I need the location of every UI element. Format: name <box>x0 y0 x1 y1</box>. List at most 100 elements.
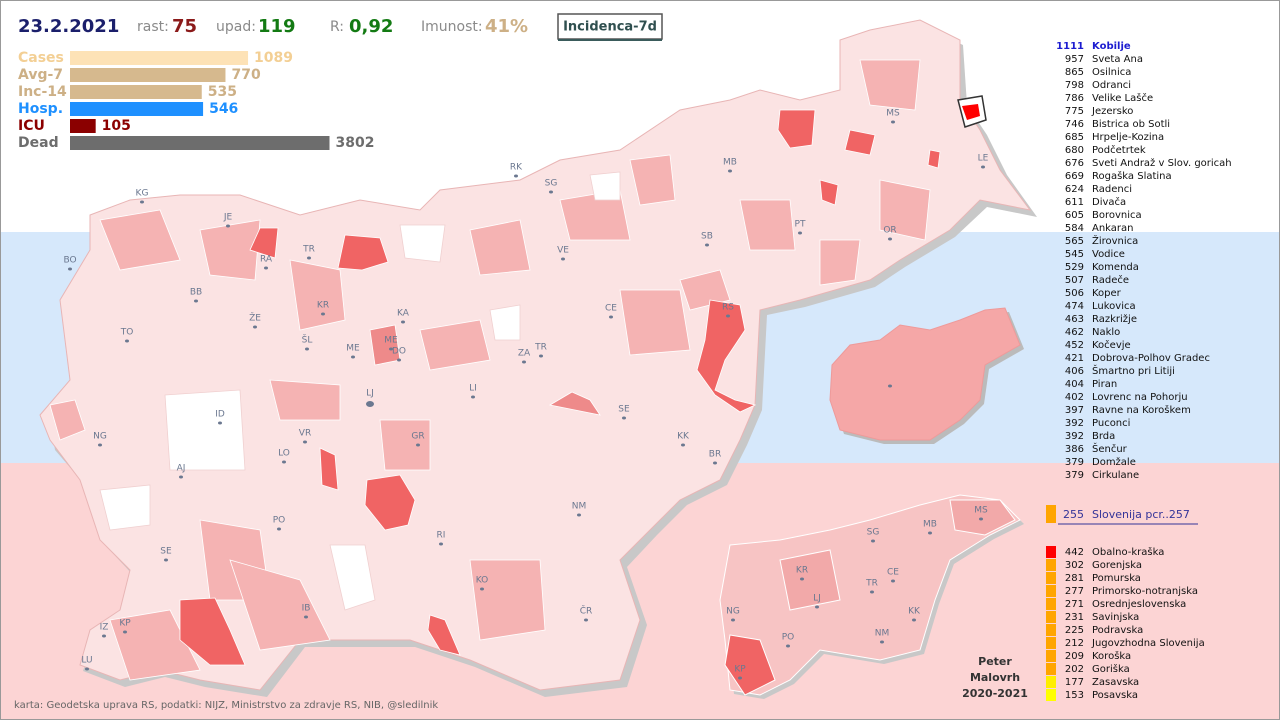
rank-name: Borovnica <box>1092 210 1142 221</box>
region-map-dot <box>912 618 916 622</box>
region-map <box>719 494 1024 699</box>
mode-button-frame[interactable] <box>557 13 663 40</box>
region-map-label: KK <box>908 607 921 617</box>
municipality-dot <box>389 347 393 351</box>
municipality-label: ŽE <box>249 312 261 324</box>
municipality-dot <box>416 443 420 447</box>
rank-name: Dobrova-Polhov Gradec <box>1092 353 1210 364</box>
rank-name: Radenci <box>1092 184 1132 195</box>
mode-button[interactable]: Incidenca-7d <box>563 20 657 35</box>
municipality-label: NM <box>572 502 587 512</box>
region-swatch <box>1046 559 1056 571</box>
municipality-dot <box>584 618 588 622</box>
slovenia-outline <box>39 19 1032 691</box>
municipality-dot <box>351 355 355 359</box>
rank-value: 406 <box>1065 366 1084 377</box>
rank-name: Velike Lašče <box>1092 92 1153 104</box>
municipality-label: ČR <box>580 605 593 617</box>
rank-name: Rogaška Slatina <box>1092 170 1172 182</box>
region-name: Posavska <box>1092 690 1138 701</box>
region-swatch <box>1046 572 1056 584</box>
region-value: 277 <box>1065 586 1084 597</box>
rank-name: Osilnica <box>1092 67 1131 78</box>
rank-value: 507 <box>1065 275 1084 286</box>
municipality-dot <box>98 443 102 447</box>
municipality-dot <box>981 165 985 169</box>
municipality-label: ŠL <box>302 334 313 346</box>
municipality-label: KR <box>317 301 329 311</box>
rank-value: 775 <box>1065 106 1084 117</box>
municipality-label: RK <box>510 163 523 173</box>
rank-name: Sveti Andraž v Slov. goricah <box>1092 157 1232 169</box>
municipality-label: RS <box>722 303 734 313</box>
municipality-dot <box>561 257 565 261</box>
municipality-label: TO <box>120 328 134 338</box>
municipality-label: LO <box>278 449 290 459</box>
municipality-dot <box>439 542 443 546</box>
rank-value: 957 <box>1065 54 1084 65</box>
region-map-label: LJ <box>813 594 821 604</box>
municipality-label: MB <box>723 158 737 168</box>
stat-value: 535 <box>208 84 237 100</box>
municipality-dot <box>471 395 475 399</box>
municipality-label: LU <box>81 656 92 666</box>
rank-value: 392 <box>1065 431 1084 442</box>
region-swatch <box>1046 598 1056 610</box>
author-years: 2020-2021 <box>962 687 1028 700</box>
rank-name: Vodice <box>1092 249 1125 260</box>
municipality-label: BR <box>709 450 721 460</box>
region-map-label: NG <box>726 607 740 617</box>
region-map-label: CE <box>887 568 899 578</box>
rank-name: Odranci <box>1092 80 1131 91</box>
municipality-label: KG <box>136 189 149 199</box>
rank-name: Brda <box>1092 431 1115 442</box>
rank-value: 529 <box>1065 262 1084 273</box>
rank-name: Domžale <box>1092 456 1136 468</box>
stat-bar <box>70 119 96 133</box>
rank-name: Komenda <box>1092 262 1139 273</box>
region-map-label: KR <box>796 566 808 576</box>
rank-value: 463 <box>1065 314 1084 325</box>
rank-name: Lovrenc na Pohorju <box>1092 392 1188 403</box>
municipality-label: BO <box>63 256 76 266</box>
rank-name: Puconci <box>1092 418 1130 429</box>
municipality-label: KP <box>119 619 131 629</box>
rank-value: 452 <box>1065 340 1084 351</box>
stat-label: Cases <box>18 50 64 66</box>
municipality-label: RA <box>260 255 273 265</box>
author-name: Peter <box>978 655 1012 668</box>
municipality-label: MS <box>886 109 900 119</box>
region-value: 212 <box>1065 638 1084 649</box>
municipality-dot <box>713 461 717 465</box>
municipality-label: SE <box>160 547 172 557</box>
region-value: 281 <box>1065 573 1084 584</box>
municipality-label: ZA <box>518 349 531 359</box>
region-map-label: NM <box>875 629 890 639</box>
rank-value: 462 <box>1065 327 1084 338</box>
municipality-label: NG <box>93 432 107 442</box>
municipality-label: RI <box>437 531 446 541</box>
municipality-dot <box>728 169 732 173</box>
municipality-dot <box>401 320 405 324</box>
rank-value: 685 <box>1065 132 1084 143</box>
author-surname: Malovrh <box>970 671 1020 684</box>
municipality-label: IZ <box>100 623 109 633</box>
region-name: Primorsko-notranjska <box>1092 586 1198 597</box>
national-value: 255 <box>1063 508 1084 521</box>
municipality-label: KO <box>476 576 489 586</box>
region-name: Koroška <box>1092 650 1131 662</box>
municipality-label: VR <box>299 429 311 439</box>
municipality-dot <box>681 443 685 447</box>
municipality-label: KA <box>397 309 410 319</box>
region-name: Goriška <box>1092 663 1130 675</box>
immunity-label: Imunost: <box>421 19 483 35</box>
region-map-dot <box>815 605 819 609</box>
municipality-label: TR <box>534 343 547 353</box>
rank-value: 798 <box>1065 80 1084 91</box>
region-value: 302 <box>1065 560 1084 571</box>
rank-value: 474 <box>1065 301 1084 312</box>
stat-bar <box>70 102 204 116</box>
rank-value: 605 <box>1065 210 1084 221</box>
municipality-label: KK <box>677 432 690 442</box>
